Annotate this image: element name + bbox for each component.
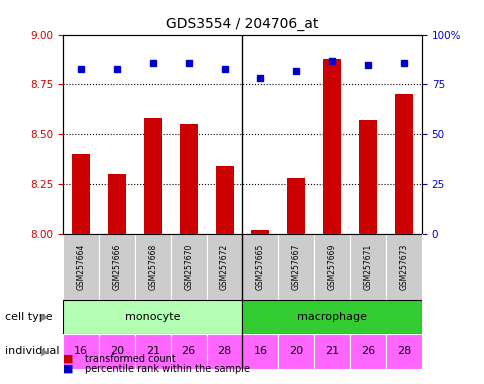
Bar	[63, 234, 99, 300]
Bar	[314, 234, 349, 300]
Text: cell type: cell type	[5, 312, 52, 322]
Text: percentile rank within the sample: percentile rank within the sample	[85, 364, 249, 374]
Bar	[314, 334, 349, 369]
Bar	[215, 166, 233, 234]
Text: 28: 28	[396, 346, 410, 356]
Text: GSM257672: GSM257672	[220, 244, 228, 290]
Bar	[242, 234, 278, 300]
Bar	[385, 334, 421, 369]
Bar	[287, 178, 304, 234]
Bar	[72, 154, 90, 234]
Bar	[135, 334, 170, 369]
Bar	[242, 334, 278, 369]
Text: GSM257665: GSM257665	[256, 244, 264, 290]
Text: ■: ■	[63, 364, 74, 374]
Bar	[99, 334, 135, 369]
Bar	[179, 124, 197, 234]
Text: ■: ■	[63, 354, 74, 364]
Bar	[99, 234, 135, 300]
Text: monocyte: monocyte	[125, 312, 180, 322]
Bar	[251, 230, 269, 234]
Bar	[63, 300, 242, 334]
Bar	[135, 234, 170, 300]
Text: GSM257666: GSM257666	[112, 244, 121, 290]
Text: ▶: ▶	[41, 346, 48, 356]
Text: 26: 26	[360, 346, 375, 356]
Text: 21: 21	[324, 346, 339, 356]
Text: 21: 21	[145, 346, 160, 356]
Bar	[170, 234, 206, 300]
Bar	[349, 234, 385, 300]
Text: GSM257667: GSM257667	[291, 244, 300, 290]
Bar	[206, 334, 242, 369]
Text: 16: 16	[253, 346, 267, 356]
Bar	[322, 58, 340, 234]
Bar	[143, 118, 161, 234]
Bar	[349, 334, 385, 369]
Text: GSM257669: GSM257669	[327, 244, 336, 290]
Text: 20: 20	[109, 346, 124, 356]
Bar	[107, 174, 125, 234]
Text: macrophage: macrophage	[297, 312, 366, 322]
Bar	[278, 334, 314, 369]
Title: GDS3554 / 204706_at: GDS3554 / 204706_at	[166, 17, 318, 31]
Bar	[394, 94, 412, 234]
Text: GSM257670: GSM257670	[184, 244, 193, 290]
Bar	[170, 334, 206, 369]
Text: 16: 16	[74, 346, 88, 356]
Bar	[242, 300, 421, 334]
Text: individual: individual	[5, 346, 59, 356]
Bar	[63, 334, 99, 369]
Bar	[278, 234, 314, 300]
Text: GSM257668: GSM257668	[148, 244, 157, 290]
Text: GSM257671: GSM257671	[363, 244, 372, 290]
Text: GSM257673: GSM257673	[399, 244, 408, 290]
Text: 26: 26	[181, 346, 196, 356]
Bar	[206, 234, 242, 300]
Bar	[385, 234, 421, 300]
Text: ▶: ▶	[41, 312, 48, 322]
Bar	[358, 121, 376, 234]
Text: transformed count: transformed count	[85, 354, 175, 364]
Text: 20: 20	[288, 346, 303, 356]
Text: 28: 28	[217, 346, 231, 356]
Text: GSM257664: GSM257664	[76, 244, 85, 290]
